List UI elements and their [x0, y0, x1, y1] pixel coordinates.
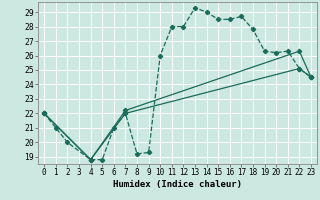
- X-axis label: Humidex (Indice chaleur): Humidex (Indice chaleur): [113, 180, 242, 189]
